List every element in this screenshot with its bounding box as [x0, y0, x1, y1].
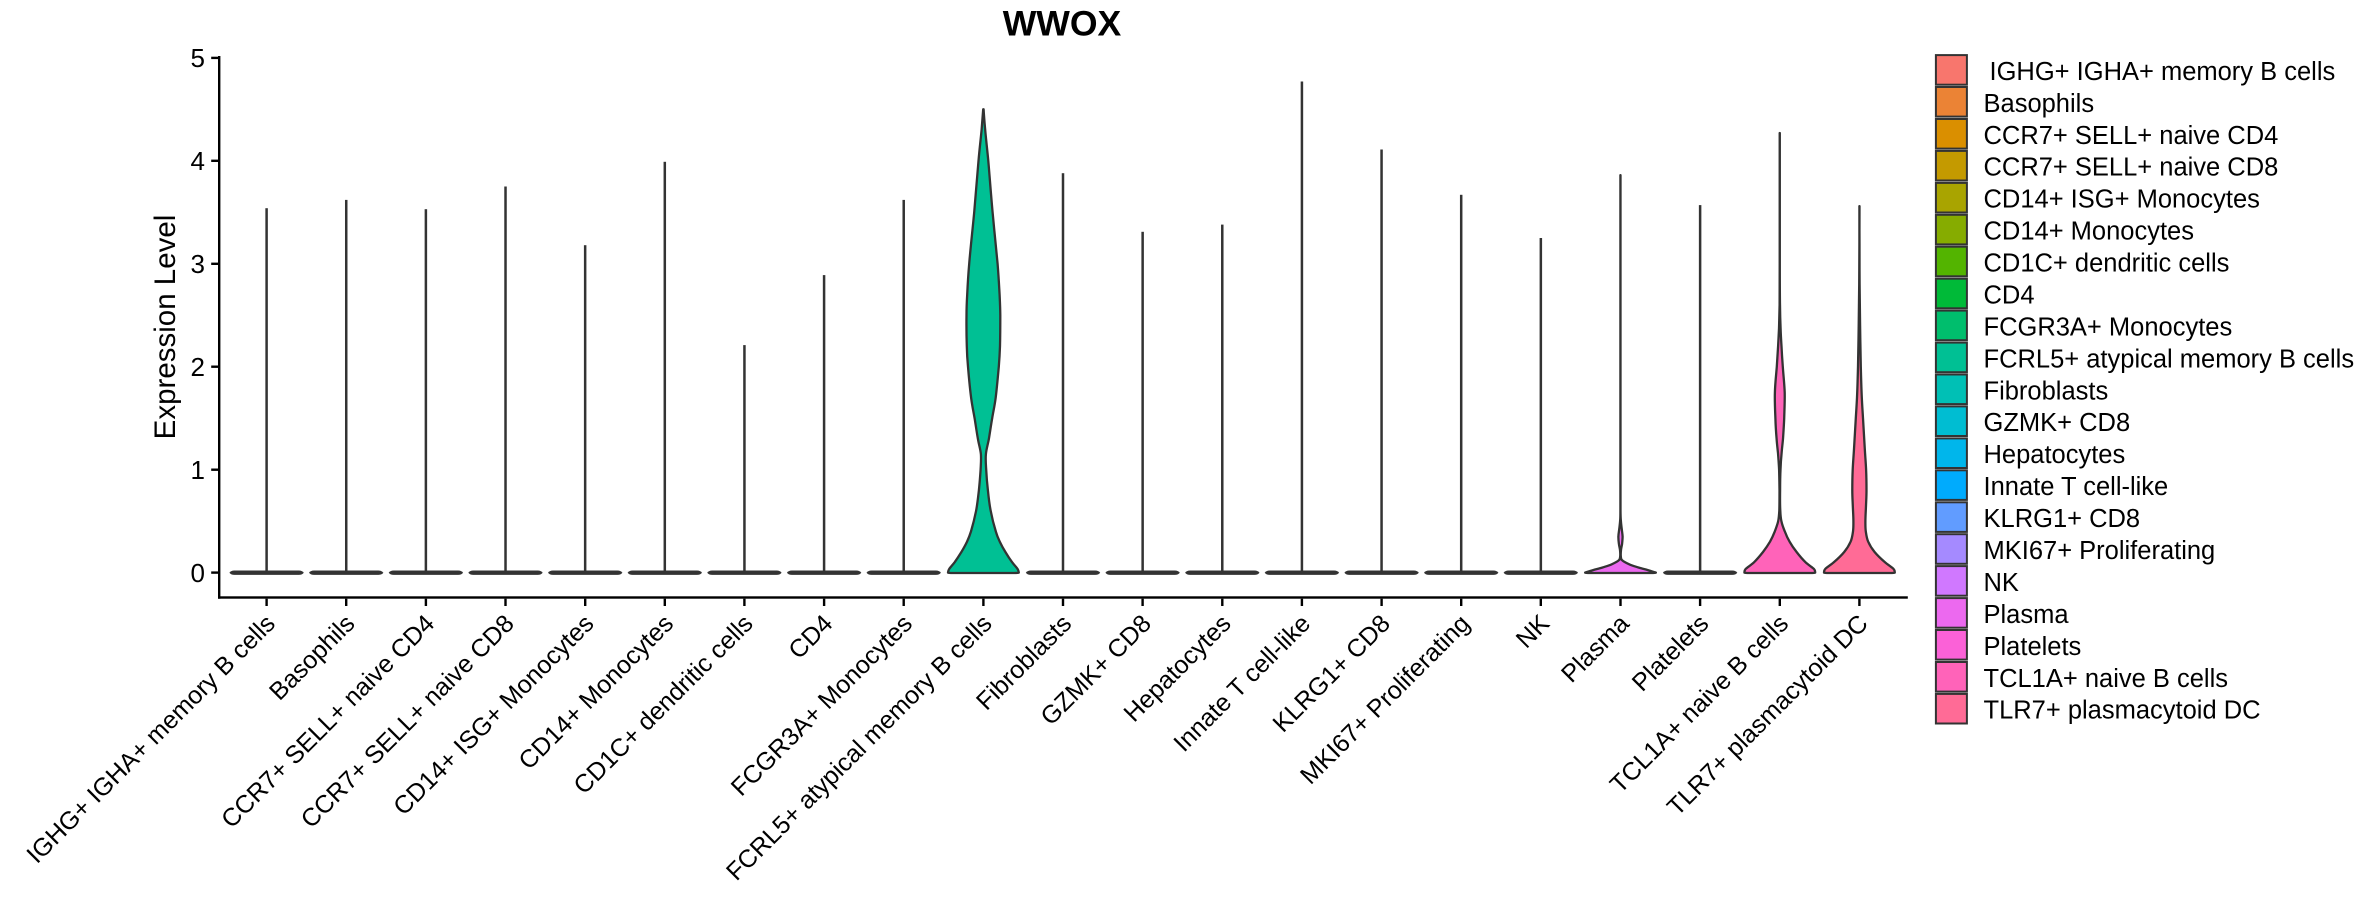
svg-text:MKI67+ Proliferating: MKI67+ Proliferating: [1984, 537, 2216, 565]
svg-text:TLR7+ plasmacytoid DC: TLR7+ plasmacytoid DC: [1984, 697, 2261, 725]
svg-text:Basophils: Basophils: [1984, 90, 2095, 118]
svg-text:FCRL5+ atypical memory B cells: FCRL5+ atypical memory B cells: [1984, 345, 2355, 373]
svg-text:5: 5: [191, 43, 205, 73]
svg-text:Hepatocytes: Hepatocytes: [1984, 441, 2126, 469]
svg-text:3: 3: [191, 249, 205, 279]
svg-text:0: 0: [191, 558, 205, 588]
svg-text:TCL1A+ naive B cells: TCL1A+ naive B cells: [1984, 665, 2229, 693]
svg-text:Expression Level: Expression Level: [149, 215, 182, 440]
svg-text:4: 4: [191, 146, 205, 176]
svg-text:NK: NK: [1984, 569, 2019, 597]
svg-text:FCGR3A+ Monocytes: FCGR3A+ Monocytes: [1984, 313, 2233, 341]
svg-text:IGHG+ IGHA+ memory B cells: IGHG+ IGHA+ memory B cells: [1990, 58, 2336, 86]
svg-text:CCR7+ SELL+ naive CD4: CCR7+ SELL+ naive CD4: [1984, 122, 2279, 150]
svg-text:Platelets: Platelets: [1984, 633, 2082, 661]
svg-text:CCR7+ SELL+ naive CD8: CCR7+ SELL+ naive CD8: [1984, 154, 2279, 182]
svg-text:CD4: CD4: [1984, 282, 2035, 310]
svg-text:WWOX: WWOX: [1003, 4, 1122, 44]
svg-text:Plasma: Plasma: [1984, 601, 2070, 629]
svg-text:GZMK+ CD8: GZMK+ CD8: [1984, 409, 2131, 437]
svg-text:1: 1: [191, 455, 205, 485]
svg-text:2: 2: [191, 352, 205, 382]
svg-text:Fibroblasts: Fibroblasts: [1984, 377, 2109, 405]
svg-text:Innate T cell-like: Innate T cell-like: [1984, 473, 2169, 501]
svg-text:CD14+ ISG+ Monocytes: CD14+ ISG+ Monocytes: [1984, 186, 2260, 214]
svg-text:CD14+ Monocytes: CD14+ Monocytes: [1984, 218, 2194, 246]
svg-text:KLRG1+ CD8: KLRG1+ CD8: [1984, 505, 2141, 533]
svg-text:CD1C+ dendritic cells: CD1C+ dendritic cells: [1984, 250, 2230, 278]
